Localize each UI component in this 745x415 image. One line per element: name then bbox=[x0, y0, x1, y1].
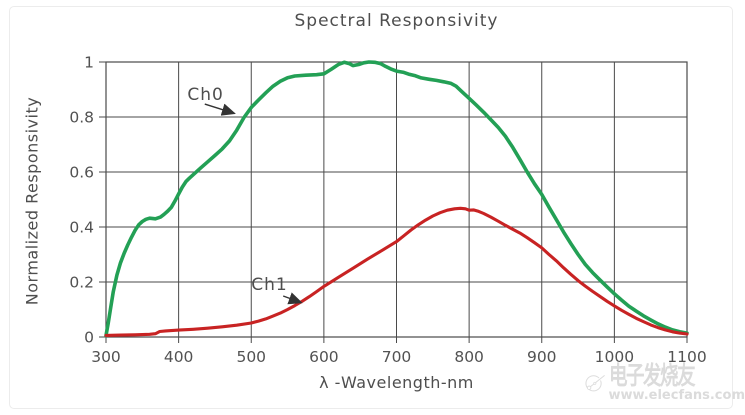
y-tick-label: 0.6 bbox=[69, 164, 94, 182]
series-label-ch0: Ch0 bbox=[187, 85, 223, 105]
curve-ch1 bbox=[104, 206, 689, 337]
watermark-brand-text: 电子发烧友 bbox=[608, 360, 696, 390]
x-axis-label: λ -Wavelength-nm bbox=[319, 373, 474, 392]
y-tick-label: 0.8 bbox=[69, 109, 94, 127]
x-tick-label: 1000 bbox=[595, 348, 634, 366]
y-tick-label: 0 bbox=[84, 329, 94, 347]
x-tick-label: 700 bbox=[382, 348, 412, 366]
x-tick-label: 1100 bbox=[667, 348, 706, 366]
watermark-url-text: www.elecfans.com bbox=[608, 387, 745, 403]
elecfans-logo-icon bbox=[585, 374, 606, 392]
y-tick-label: 0.4 bbox=[69, 219, 94, 237]
tick-layer: 300 400 500 600 700 800 900 1000 1100 0 0.2 0.4 0.6 0… bbox=[69, 54, 706, 367]
x-tick-label: 400 bbox=[164, 348, 194, 366]
annotation-layer: Ch0 Ch1 bbox=[187, 85, 303, 305]
series-layer bbox=[104, 60, 689, 338]
y-tick-label: 0.2 bbox=[69, 274, 94, 292]
y-tick-label: 1 bbox=[84, 54, 94, 72]
x-tick-label: 600 bbox=[309, 348, 339, 366]
annotation-arrow-ch0 bbox=[204, 103, 236, 116]
x-tick-label: 900 bbox=[527, 348, 557, 366]
elecfans-watermark: 电子发烧友 www.elecfans.com bbox=[585, 353, 745, 413]
chart-title: Spectral Responsivity bbox=[294, 11, 499, 31]
series-label-ch1: Ch1 bbox=[251, 275, 287, 295]
x-tick-label: 800 bbox=[454, 348, 484, 366]
annotation-arrow-ch1 bbox=[282, 292, 303, 305]
y-axis-label: Normalized Responsivity bbox=[22, 96, 42, 306]
x-tick-label: 500 bbox=[236, 348, 266, 366]
curve-ch0 bbox=[104, 60, 689, 338]
x-tick-label: 300 bbox=[91, 348, 121, 366]
